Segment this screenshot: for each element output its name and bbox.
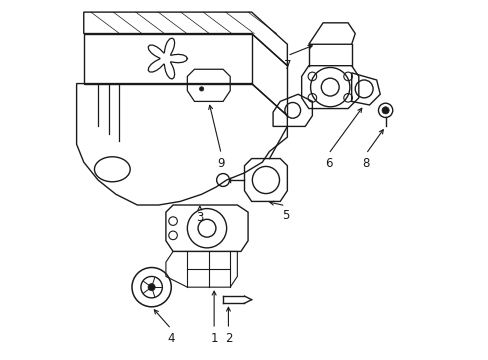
- Text: 9: 9: [217, 157, 224, 170]
- Text: 8: 8: [362, 157, 369, 170]
- Text: 6: 6: [324, 157, 331, 170]
- Text: 1: 1: [210, 333, 218, 346]
- Text: 5: 5: [281, 209, 289, 222]
- Circle shape: [148, 284, 155, 291]
- Text: 4: 4: [167, 333, 175, 346]
- Text: 3: 3: [196, 211, 203, 224]
- Text: 2: 2: [224, 333, 232, 346]
- Text: 7: 7: [283, 59, 290, 72]
- Circle shape: [381, 107, 388, 114]
- Circle shape: [199, 87, 203, 91]
